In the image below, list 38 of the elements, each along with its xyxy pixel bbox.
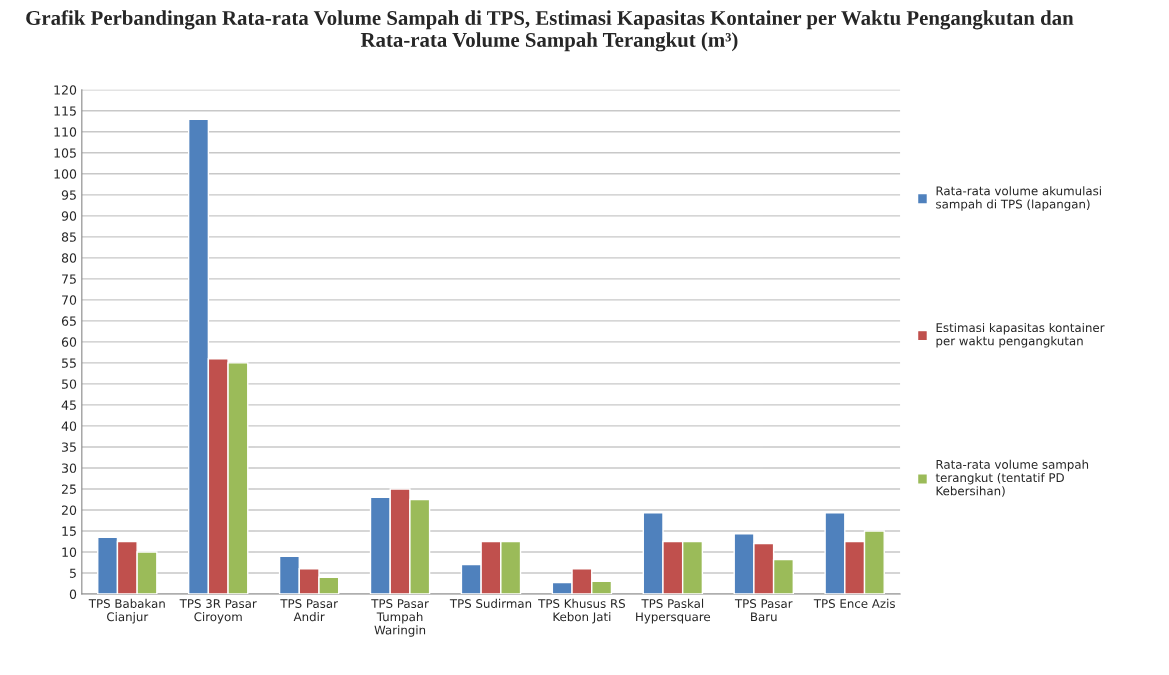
x-tick-label: TPS Sudirman <box>449 598 532 608</box>
y-tick-label: 0 <box>69 589 77 599</box>
y-tick-label: 70 <box>62 295 77 305</box>
y-tick-label: 80 <box>61 253 77 263</box>
y-tick-label: 120 <box>54 85 77 95</box>
y-tick-label: 105 <box>54 148 76 158</box>
y-tick-label: 95 <box>61 190 76 200</box>
y-tick-label: 115 <box>54 106 76 116</box>
y-tick-label: 40 <box>61 421 77 431</box>
y-tick-label: 30 <box>62 463 77 473</box>
legend-label: Rata-rata volume sampah terangkut (tentatif PD Kebersihan) <box>935 459 1089 497</box>
chart-title: Grafik Perbandingan Rata-rata Volume Sampah di TPS, Estimasi Kapasitas Kontainer per Waktu Pengangkutan dan Rata-rata Volume Sampah Terangkut (m³) <box>26 10 1074 52</box>
y-tick-label: 15 <box>62 526 76 536</box>
y-tick-label: 45 <box>61 400 76 410</box>
y-tick-label: 35 <box>62 442 76 452</box>
y-tick-label: 90 <box>61 211 77 221</box>
y-tick-label: 20 <box>61 505 77 515</box>
y-tick-label: 10 <box>62 547 77 557</box>
y-tick-label: 75 <box>62 274 76 284</box>
x-tick-label: TPS 3R Pasar Ciroyom <box>179 599 257 624</box>
x-tick-label: TPS Babakan Cianjur <box>88 598 165 624</box>
y-tick-label: 85 <box>61 232 76 242</box>
x-tick-label: TPS Ence Azis <box>813 598 895 608</box>
legend-label: Estimasi kapasitas kontainer per waktu pengangkutan <box>936 322 1105 348</box>
y-tick-label: 110 <box>54 127 77 137</box>
x-tick-label: TPS Paskal Hypersquare <box>636 598 711 624</box>
x-tick-label: TPS Khusus RS Kebon Jati <box>538 598 625 624</box>
y-tick-label: 65 <box>61 316 76 326</box>
y-tick-label: 25 <box>61 484 76 494</box>
x-tick-label: TPS Pasar Andir <box>280 599 338 622</box>
legend-label: Rata-rata volume akumulasi sampah di TPS (lapangan) <box>936 186 1101 211</box>
y-tick-label: 50 <box>62 379 77 389</box>
y-tick-label: 100 <box>54 169 77 179</box>
y-tick-label: 60 <box>61 337 77 347</box>
y-tick-label: 5 <box>69 568 76 578</box>
x-tick-label: TPS Pasar Tumpah Waringin <box>371 599 429 637</box>
x-tick-label: TPS Pasar Baru <box>734 599 793 622</box>
y-tick-label: 55 <box>62 358 76 368</box>
